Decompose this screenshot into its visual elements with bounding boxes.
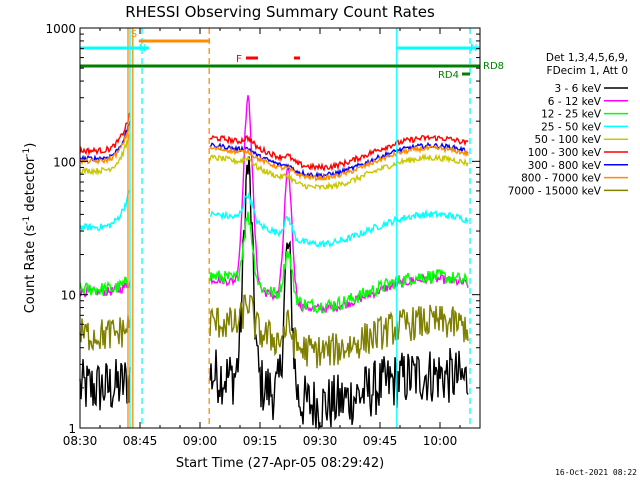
legend-label: 100 - 300 keV <box>528 147 602 159</box>
x-tick-label: 09:45 <box>363 434 398 448</box>
x-tick-label: 09:15 <box>243 434 278 448</box>
x-tick-label: 08:45 <box>123 434 158 448</box>
flag-label: RD8 <box>483 61 504 72</box>
y-tick-label: 100 <box>53 155 76 169</box>
legend-label: 300 - 800 keV <box>528 160 602 172</box>
x-axis-ticks: 08:30 08:45 09:00 09:15 09:30 09:45 10:00 <box>63 28 481 448</box>
series-line-100-300-kev <box>79 112 131 157</box>
x-tick-label: 08:30 <box>63 434 98 448</box>
flag-label: RD4 <box>438 70 459 81</box>
y-axis-label: Count Rate (s-1 detector-1) <box>22 143 38 314</box>
series-line-800-7000-kev <box>79 125 131 166</box>
series-line-25-50-kev <box>79 189 131 232</box>
x-tick-label: 09:00 <box>183 434 218 448</box>
series-line-50-100-kev <box>79 134 131 177</box>
y-tick-label: 1 <box>68 422 76 436</box>
legend-label: 12 - 25 keV <box>541 109 602 121</box>
series-line-100-300-kev <box>209 134 469 172</box>
legend-label: 50 - 100 keV <box>534 134 601 146</box>
chart-title: RHESSI Observing Summary Count Rates <box>125 3 435 21</box>
y-tick-label: 1000 <box>45 22 76 36</box>
series-line-3-6-kev <box>209 156 469 431</box>
legend-label: 25 - 50 keV <box>541 121 602 133</box>
y-axis-ticks: 1 10 100 1000 <box>45 22 480 436</box>
x-axis-label: Start Time (27-Apr-05 08:29:42) <box>176 456 384 471</box>
legend-header-line-2: FDecim 1, Att 0 <box>547 65 628 77</box>
legend-label: 800 - 7000 keV <box>521 173 602 185</box>
series-line-12-25-kev <box>209 211 469 314</box>
series-line-7000-15000-kev <box>79 315 131 352</box>
flag-label: S <box>131 29 137 40</box>
flag-label: N <box>139 43 146 54</box>
series-line-50-100-kev <box>209 152 469 191</box>
x-tick-label: 09:30 <box>303 434 338 448</box>
flag-label: N <box>470 43 477 54</box>
legend: Det 1,3,4,5,6,9, FDecim 1, Att 0 3 - 6 k… <box>508 52 628 197</box>
y-tick-label: 10 <box>61 289 76 303</box>
series-line-3-6-kev <box>79 358 131 411</box>
legend-label: 3 - 6 keV <box>554 83 601 95</box>
legend-label: 7000 - 15000 keV <box>508 185 602 197</box>
series-line-25-50-kev <box>209 192 469 249</box>
series-line-12-25-kev <box>79 276 131 296</box>
generation-timestamp: 16-Oct-2021 08:22 <box>555 468 637 477</box>
series-line-800-7000-kev <box>209 144 469 182</box>
x-tick-label: 10:00 <box>423 434 458 448</box>
flag-label: F <box>236 54 242 65</box>
series-line-7000-15000-kev <box>209 294 469 369</box>
legend-header-line-1: Det 1,3,4,5,6,9, <box>546 52 628 64</box>
legend-label: 6 - 12 keV <box>548 96 602 108</box>
